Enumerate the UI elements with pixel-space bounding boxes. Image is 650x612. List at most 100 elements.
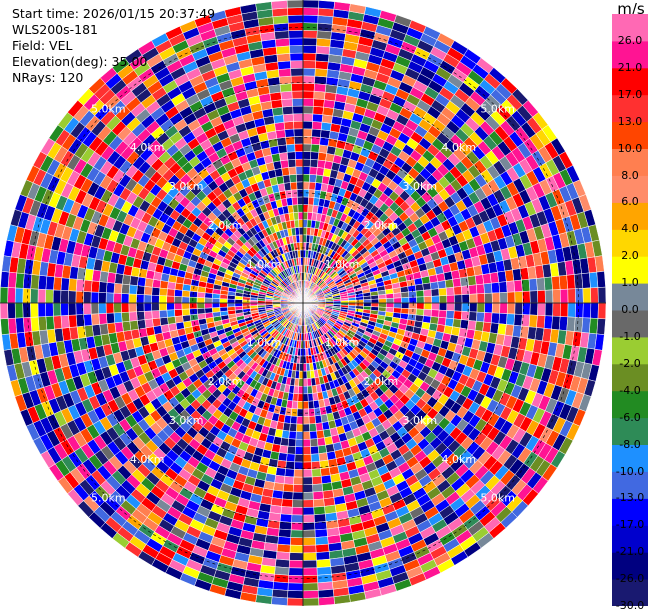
range-gate <box>122 275 131 285</box>
range-gate <box>303 469 312 477</box>
range-gate <box>31 317 40 332</box>
range-gate <box>205 298 213 303</box>
range-gate <box>235 303 243 307</box>
range-gate <box>315 529 328 538</box>
range-gate <box>300 250 303 258</box>
range-gate <box>303 553 317 561</box>
range-gate <box>69 279 78 292</box>
range-gate <box>137 277 146 287</box>
range-gate <box>400 286 408 292</box>
range-gate <box>288 591 304 599</box>
range-gate <box>145 319 154 328</box>
range-gate <box>174 290 182 297</box>
range-gate <box>182 303 190 309</box>
range-gate <box>379 299 387 303</box>
range-gate <box>311 446 319 454</box>
range-gate <box>289 568 303 576</box>
range-ring-label: 5.0km <box>91 102 126 115</box>
range-gate <box>84 314 93 326</box>
range-gate <box>278 537 291 546</box>
range-gate <box>296 167 303 175</box>
range-gate <box>152 318 161 327</box>
range-gate <box>317 574 332 583</box>
range-gate <box>514 280 523 292</box>
range-gate <box>447 295 455 303</box>
range-gate <box>30 289 38 303</box>
range-gate <box>303 83 315 91</box>
range-gate <box>83 303 91 315</box>
range-gate <box>174 303 182 310</box>
range-gate <box>560 289 568 303</box>
range-gate <box>469 285 477 295</box>
range-gate <box>294 212 299 220</box>
range-gate <box>174 309 182 316</box>
range-gate <box>289 30 303 38</box>
range-gate <box>303 386 308 394</box>
range-gate <box>274 574 289 583</box>
range-gate <box>69 315 78 328</box>
range-gate <box>453 319 462 328</box>
range-gate <box>271 0 287 9</box>
range-gate <box>106 303 114 313</box>
range-gate <box>574 274 583 289</box>
range-gate <box>189 303 197 309</box>
range-gate <box>319 0 335 9</box>
range-gate <box>242 303 250 306</box>
colorbar-tick-label: -21.0 <box>612 546 648 558</box>
range-gate <box>303 538 316 546</box>
range-gate <box>137 311 145 320</box>
range-gate <box>38 317 47 331</box>
range-gate <box>439 310 447 318</box>
range-gate <box>303 167 310 175</box>
range-gate <box>288 159 296 167</box>
range-gate <box>319 597 335 606</box>
range-ring-label: 2.0km <box>208 219 243 232</box>
range-ring-label: 2.0km <box>208 375 243 388</box>
range-gate <box>38 303 46 317</box>
range-gate <box>197 297 205 303</box>
range-gate <box>315 537 328 546</box>
range-gate <box>319 145 328 154</box>
range-gate <box>299 220 303 228</box>
range-gate <box>553 290 561 304</box>
range-gate <box>303 477 313 485</box>
range-ring-label: 1.0km <box>247 258 282 271</box>
range-gate <box>256 595 273 605</box>
range-gate <box>129 312 137 322</box>
range-gate <box>312 476 322 484</box>
range-gate <box>439 288 447 296</box>
range-gate <box>303 174 310 182</box>
range-gate <box>296 174 303 182</box>
range-ring-label: 4.0km <box>130 453 165 466</box>
range-gate <box>445 279 454 288</box>
range-gate <box>589 272 598 288</box>
range-gate <box>567 275 576 290</box>
range-gate <box>286 144 295 152</box>
range-gate <box>454 295 462 303</box>
range-gate <box>292 99 303 107</box>
range-gate <box>506 281 514 293</box>
range-gate <box>129 294 137 303</box>
range-gate <box>144 303 152 311</box>
range-gate <box>422 276 431 284</box>
range-gate <box>298 394 303 402</box>
range-gate <box>114 303 122 313</box>
range-ring-label: 2.0km <box>364 219 399 232</box>
range-gate <box>303 114 313 122</box>
range-gate <box>68 291 76 303</box>
range-gate <box>293 485 303 493</box>
range-gate <box>284 121 294 129</box>
range-gate <box>314 91 326 99</box>
range-gate <box>227 307 235 311</box>
range-gate <box>334 2 351 12</box>
range-gate <box>285 469 295 477</box>
nrays-text: NRays: 120 <box>12 70 83 86</box>
range-gate <box>334 595 351 605</box>
range-gate <box>23 288 31 303</box>
range-gate <box>99 313 107 324</box>
range-gate <box>530 291 538 303</box>
range-gate <box>303 500 314 508</box>
range-gate <box>371 303 379 307</box>
range-gate <box>285 190 292 198</box>
range-gate <box>274 23 289 32</box>
